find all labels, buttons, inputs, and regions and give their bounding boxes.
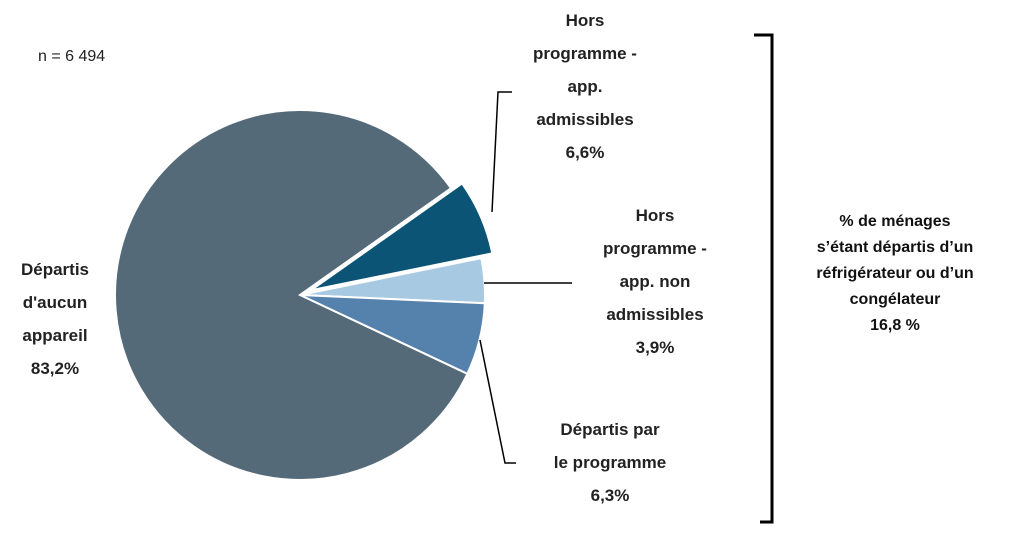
leader-line [479,339,516,464]
leader-line [491,91,512,213]
pie-slice [310,182,494,292]
sample-size: n = 6 494 [38,48,106,65]
slice-label: Départis d'aucun appareil 83,2% [20,260,90,378]
slice-label: Départis par le programme 6,3% [553,420,667,505]
slice-label: Hors programme - app. admissibles 6,6% [533,11,637,162]
bracket [754,33,774,524]
annotation: % de ménages s’étant départis d’un réfri… [816,213,974,334]
slice-label: Hors programme - app. non admissibles 3,9… [603,206,707,357]
pie-slice [114,109,469,481]
